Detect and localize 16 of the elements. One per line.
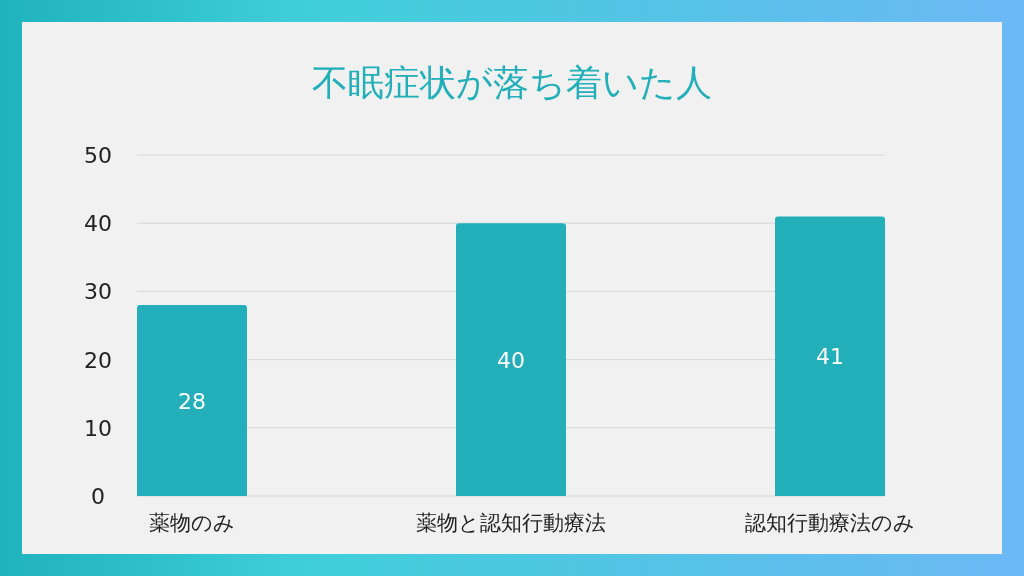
y-tick-label: 20 bbox=[84, 347, 112, 373]
y-tick-label: 10 bbox=[84, 415, 112, 441]
data-label: 40 bbox=[497, 347, 525, 373]
bar bbox=[456, 223, 566, 496]
y-tick-label: 0 bbox=[91, 484, 105, 509]
bar bbox=[775, 216, 885, 496]
x-tick-label: 薬物と認知行動療法 bbox=[416, 511, 606, 535]
y-tick-label: 30 bbox=[84, 279, 112, 305]
data-label: 41 bbox=[816, 344, 844, 370]
y-tick-label: 50 bbox=[84, 143, 112, 168]
y-tick-label: 40 bbox=[84, 211, 112, 237]
bar bbox=[137, 305, 247, 496]
x-tick-label: 認知行動療法のみ bbox=[745, 511, 915, 535]
chart-title: 不眠症状が落ち着いた人 bbox=[312, 62, 712, 103]
data-label: 28 bbox=[178, 388, 206, 414]
x-tick-label: 薬物のみ bbox=[149, 511, 235, 535]
